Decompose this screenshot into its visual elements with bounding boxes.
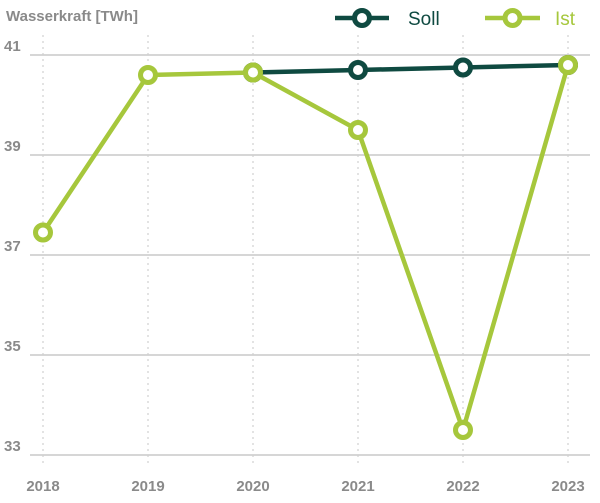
data-point-ist <box>453 420 473 440</box>
data-point-soll <box>348 60 368 80</box>
legend-label: Ist <box>555 9 576 30</box>
x-tick-label: 2020 <box>236 478 269 495</box>
series-line-ist <box>41 64 571 433</box>
legend-item-ist: Ist <box>485 8 576 30</box>
y-tick-label: 41 <box>4 38 21 55</box>
data-point-ist <box>33 222 53 243</box>
y-tick-label: 35 <box>4 338 21 355</box>
x-tick-label: 2022 <box>446 478 479 495</box>
y-axis-label: Wasserkraft [TWh] <box>6 8 138 25</box>
legend-label: Soll <box>408 9 440 30</box>
y-tick-label: 39 <box>4 138 21 155</box>
data-point-ist <box>138 65 158 85</box>
series-line-soll <box>252 62 569 75</box>
y-tick-label: 37 <box>4 238 21 255</box>
grid-lines <box>30 35 590 463</box>
series-layer <box>33 55 578 440</box>
legend-item-soll: Soll <box>335 8 440 30</box>
data-point-ist <box>348 120 368 140</box>
y-tick-label: 33 <box>4 438 21 455</box>
axes: 33 35 37 39 41 2018 2019 2020 2021 2022 2023 <box>4 38 585 495</box>
data-point-ist <box>558 55 578 75</box>
x-tick-label: 2023 <box>551 478 584 495</box>
series-ist <box>33 55 578 440</box>
data-point-soll <box>453 57 473 78</box>
legend-marker <box>502 8 523 28</box>
legend-marker <box>352 8 372 28</box>
series-soll <box>243 55 578 83</box>
x-tick-label: 2019 <box>131 478 164 495</box>
x-tick-label: 2018 <box>26 478 59 495</box>
data-point-ist <box>243 62 263 83</box>
legend: Soll Ist <box>335 8 576 30</box>
x-tick-label: 2021 <box>341 478 374 495</box>
